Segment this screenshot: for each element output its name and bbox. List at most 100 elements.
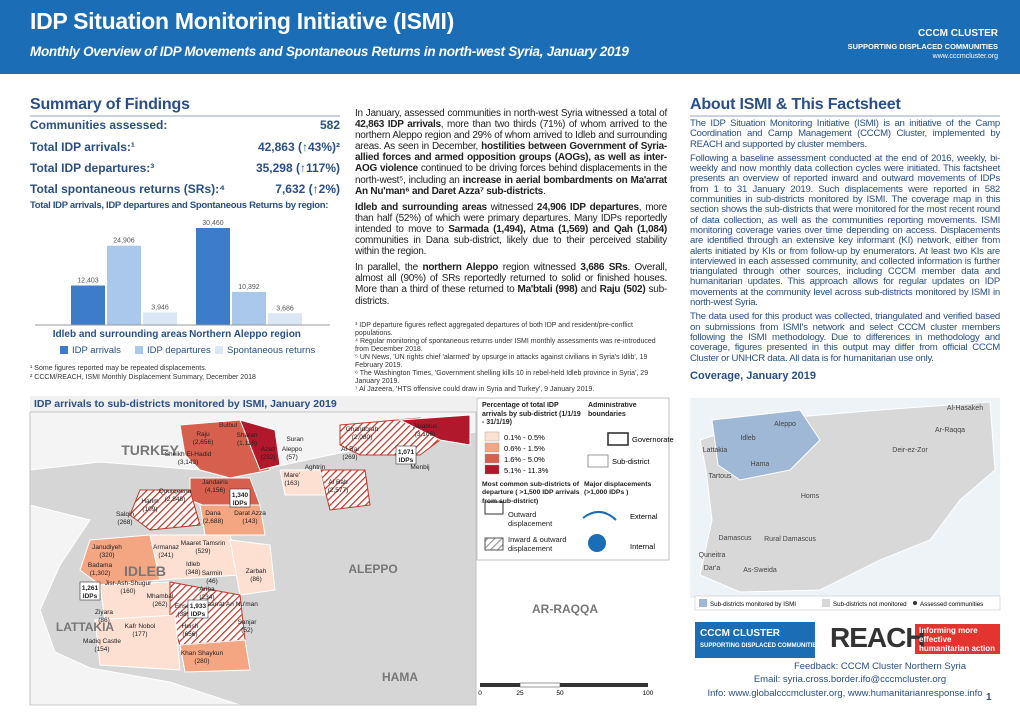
reach-logo: REACH [830, 622, 926, 653]
subdistrict-label: Zarbah [246, 568, 267, 575]
subdistrict-count: (241) [158, 552, 173, 559]
coverage-legend-box [694, 595, 1001, 611]
value-label: 24,906 [113, 238, 135, 245]
email: Email: syria.cross.border.ifo@cccmcluste… [753, 674, 947, 685]
subdistrict-label: Suran [286, 436, 304, 443]
legend-label: IDP arrivals [72, 345, 121, 356]
text-run: . [543, 185, 546, 197]
coverage-legend-label: Sub-districts not monitored [833, 601, 907, 608]
coverage-legend-label: Assessed communities [920, 601, 983, 608]
subdistrict-count: (109) [142, 506, 157, 513]
coverage-label: Ar-Raqqa [935, 427, 965, 434]
legend-label: 1.6% - 5.0% [504, 455, 545, 464]
legend-label-box: Inward & outward displacement [508, 535, 566, 553]
subdistrict-count: (86) [250, 576, 262, 583]
subdistrict-count: (320) [99, 552, 114, 559]
region-label: HAMA [382, 670, 418, 684]
footnote: ⁵ UN News, 'UN rights chief 'alarmed' by… [355, 354, 648, 369]
area [229, 539, 276, 596]
coverage-title: Coverage, January 2019 [690, 370, 816, 382]
subdistrict-label: Jisr-Ash-Shugur [105, 580, 152, 587]
subdistrict-label: Aleppo [282, 446, 303, 453]
legend-label: External [630, 512, 658, 521]
coverage-label: Quneitra [699, 552, 726, 559]
subdistrict-label: Ghandorah [346, 426, 379, 433]
bar [107, 245, 141, 325]
subdistrict-count: (3,143) [178, 459, 199, 466]
subdistrict-label: Ariha [199, 586, 215, 593]
subdistrict-count: (177) [132, 631, 147, 638]
text-run: 42,863 IDP arrivals [355, 119, 441, 131]
subdistrict-label: Ziyara [95, 609, 113, 616]
subdistrict-label: Mhambal [147, 593, 174, 600]
coverage-label: Aleppo [774, 421, 796, 428]
summary-value: 42,863 (↑43%)² [257, 140, 340, 154]
subdistrict-count: (232) [260, 454, 275, 461]
callout-count: 1,340 [232, 492, 249, 499]
legend-swatch [484, 464, 500, 475]
text-run: In January, assessed communities in nort… [355, 108, 667, 119]
bar [196, 228, 230, 325]
coverage-label: Rural Damascus [764, 536, 816, 543]
map-border [29, 411, 477, 706]
scale-bar [480, 682, 648, 688]
icon [588, 534, 606, 552]
text-run: sub-districts. [355, 284, 667, 307]
value-label: 3,946 [151, 304, 169, 311]
bar [268, 313, 302, 325]
scale-label: 25 [516, 690, 524, 697]
summary-label: Total spontaneous returns (SRs):⁴ [30, 182, 226, 196]
footnote: ¹ Some figures reported may be repeated … [30, 365, 207, 372]
area [79, 534, 161, 586]
legend-swatch [135, 346, 143, 354]
paragraph: Following a baseline assessment conducte… [690, 152, 1000, 309]
legend-swatch [484, 501, 504, 515]
subdistrict-count: (2,848) [165, 496, 186, 503]
feedback: Feedback: CCCM Cluster Northern Syria [793, 661, 967, 672]
area [319, 469, 371, 511]
callout-box [187, 599, 209, 619]
area [179, 639, 251, 673]
logo-url: www.cccmcluster.org [932, 53, 998, 60]
callout-box [79, 581, 101, 601]
value-label: 12,403 [77, 278, 99, 285]
text-run: Idleb and surrounding areas [355, 201, 487, 213]
subdistrict-label: Ehsem [175, 603, 195, 610]
logo-tagline: SUPPORTING DISPLACED COMMUNITIES [847, 42, 998, 51]
summary-row: Total IDP arrivals:¹ 42,863 (↑43%)² [30, 140, 340, 154]
text-run: 24,906 IDP departures [536, 201, 639, 213]
text-run: continued to be driving forces behind di… [355, 163, 667, 186]
region-label: ALEPPO [348, 562, 397, 576]
subdistrict-count: (268) [117, 519, 132, 526]
subdistrict-label: Maaret Tamsrin [181, 540, 226, 547]
callout-box [229, 488, 251, 508]
paragraph: Idleb and surrounding areas witnessed 24… [355, 202, 667, 257]
text-run: Sarmada (1,494), Atma (1,569) and Qah (1… [448, 223, 668, 235]
subdistrict-count: (86) [98, 617, 110, 624]
legend-swatch [215, 346, 223, 354]
subdistrict-count: (529) [195, 548, 210, 555]
info: Info: www.globalcccmcluster.org, www.hum… [707, 688, 983, 699]
paragraph: The IDP Situation Monitoring Initiative … [690, 118, 1000, 150]
summary-value: 35,298 (↑117%) [255, 161, 340, 175]
region-label: LATTAKIA [56, 620, 115, 634]
legend-box [476, 397, 670, 561]
subdistrict-count: (163) [284, 480, 299, 487]
legend-label: IDP departures [147, 345, 211, 356]
subdistrict-count: (1,116) [237, 440, 257, 447]
summary-row: Communities assessed: 582 [30, 118, 340, 132]
legend-swatch [699, 599, 707, 607]
subdistrict-count: (2,577) [328, 487, 349, 494]
subdistrict-label: Badama [88, 562, 113, 569]
text-run: and [577, 284, 600, 296]
bar [143, 312, 177, 325]
subdistrict-count: (160) [120, 588, 135, 595]
title: IDP Situation Monitoring Initiative (ISM… [30, 8, 454, 34]
legend-swatch [484, 453, 500, 464]
subdistrict-count: (52) [241, 627, 253, 634]
coverage-label: Lattakia [703, 447, 728, 454]
subdistrict-label: Heish [182, 623, 199, 630]
